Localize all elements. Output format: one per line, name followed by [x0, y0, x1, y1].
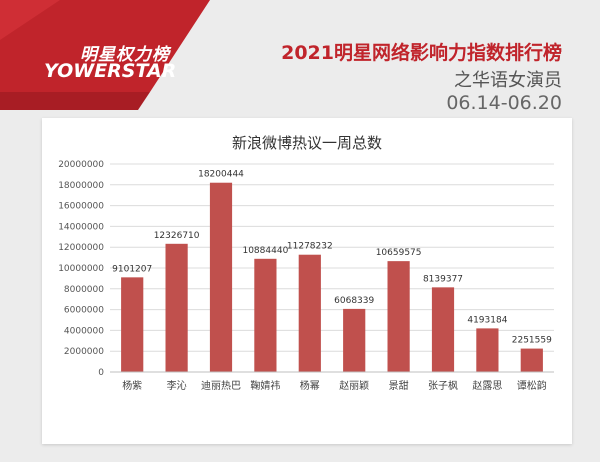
logo-english-text: YOWERSTAR: [44, 60, 177, 82]
y-tick-label: 14000000: [58, 222, 104, 232]
bar: [121, 277, 144, 372]
data-label: 10884440: [242, 246, 288, 256]
data-label: 2251559: [512, 336, 552, 346]
x-tick-label: 杨幂: [300, 379, 320, 392]
x-tick-label: 景甜: [389, 379, 409, 392]
x-tick-label: 张子枫: [428, 379, 458, 392]
bar: [476, 328, 499, 372]
y-tick-label: 4000000: [64, 326, 104, 336]
x-tick-label: 鞠婧祎: [250, 379, 280, 392]
bar: [209, 182, 233, 372]
bar: [431, 287, 455, 372]
bars: [121, 182, 543, 372]
data-label: 18200444: [198, 170, 244, 180]
data-label: 4193184: [467, 315, 507, 325]
y-tick-label: 2000000: [64, 347, 104, 357]
bar: [520, 348, 543, 372]
y-tick-label: 12000000: [58, 243, 104, 253]
data-label: 10659575: [376, 248, 422, 258]
bar: [387, 261, 410, 372]
x-tick-label: 赵丽颖: [339, 379, 369, 392]
x-tick-label: 李沁: [167, 379, 187, 392]
data-label: 12326710: [154, 231, 200, 241]
bar: [254, 258, 277, 372]
y-tick-label: 0: [98, 368, 104, 378]
y-axis: 0 2000000 4000000 6000000 8000000 10000000 120…: [58, 160, 104, 378]
bar: [298, 254, 321, 372]
logo-chinese-text: 明星权力榜: [80, 45, 170, 65]
bar: [165, 243, 188, 372]
y-tick-label: 10000000: [58, 264, 104, 274]
x-tick-label: 杨紫: [122, 379, 142, 392]
x-axis: 杨紫 李沁 迪丽热巴 鞠婧祎 杨幂 赵丽颖 景甜 张子枫 赵露思 谭松韵: [110, 371, 554, 392]
chart-title: 新浪微博热议一周总数: [232, 134, 382, 152]
y-tick-label: 20000000: [58, 160, 104, 170]
bar: [343, 308, 366, 372]
data-label: 8139377: [423, 274, 463, 284]
y-tick-label: 6000000: [64, 306, 104, 316]
y-tick-label: 16000000: [58, 202, 104, 212]
bar-chart: 新浪微博热议一周总数 0 2000000 4000000 6000000 8000000…: [58, 134, 554, 392]
data-label: 6068339: [334, 296, 374, 306]
data-label: 11278232: [287, 242, 333, 252]
y-tick-label: 8000000: [64, 285, 104, 295]
date-range: 06.14-06.20: [446, 92, 562, 114]
page-subtitle: 之华语女演员: [454, 70, 562, 91]
x-tick-label: 迪丽热巴: [201, 379, 241, 392]
y-tick-label: 18000000: [58, 181, 104, 191]
data-label: 9101207: [112, 264, 152, 274]
logo-banner: [0, 0, 210, 110]
x-tick-label: 谭松韵: [517, 379, 547, 392]
page-title: 2021明星网络影响力指数排行榜: [281, 42, 562, 64]
x-tick-label: 赵露思: [472, 379, 502, 392]
header: 明星权力榜 YOWERSTAR 2021明星网络影响力指数排行榜 之华语女演员 …: [0, 0, 600, 118]
